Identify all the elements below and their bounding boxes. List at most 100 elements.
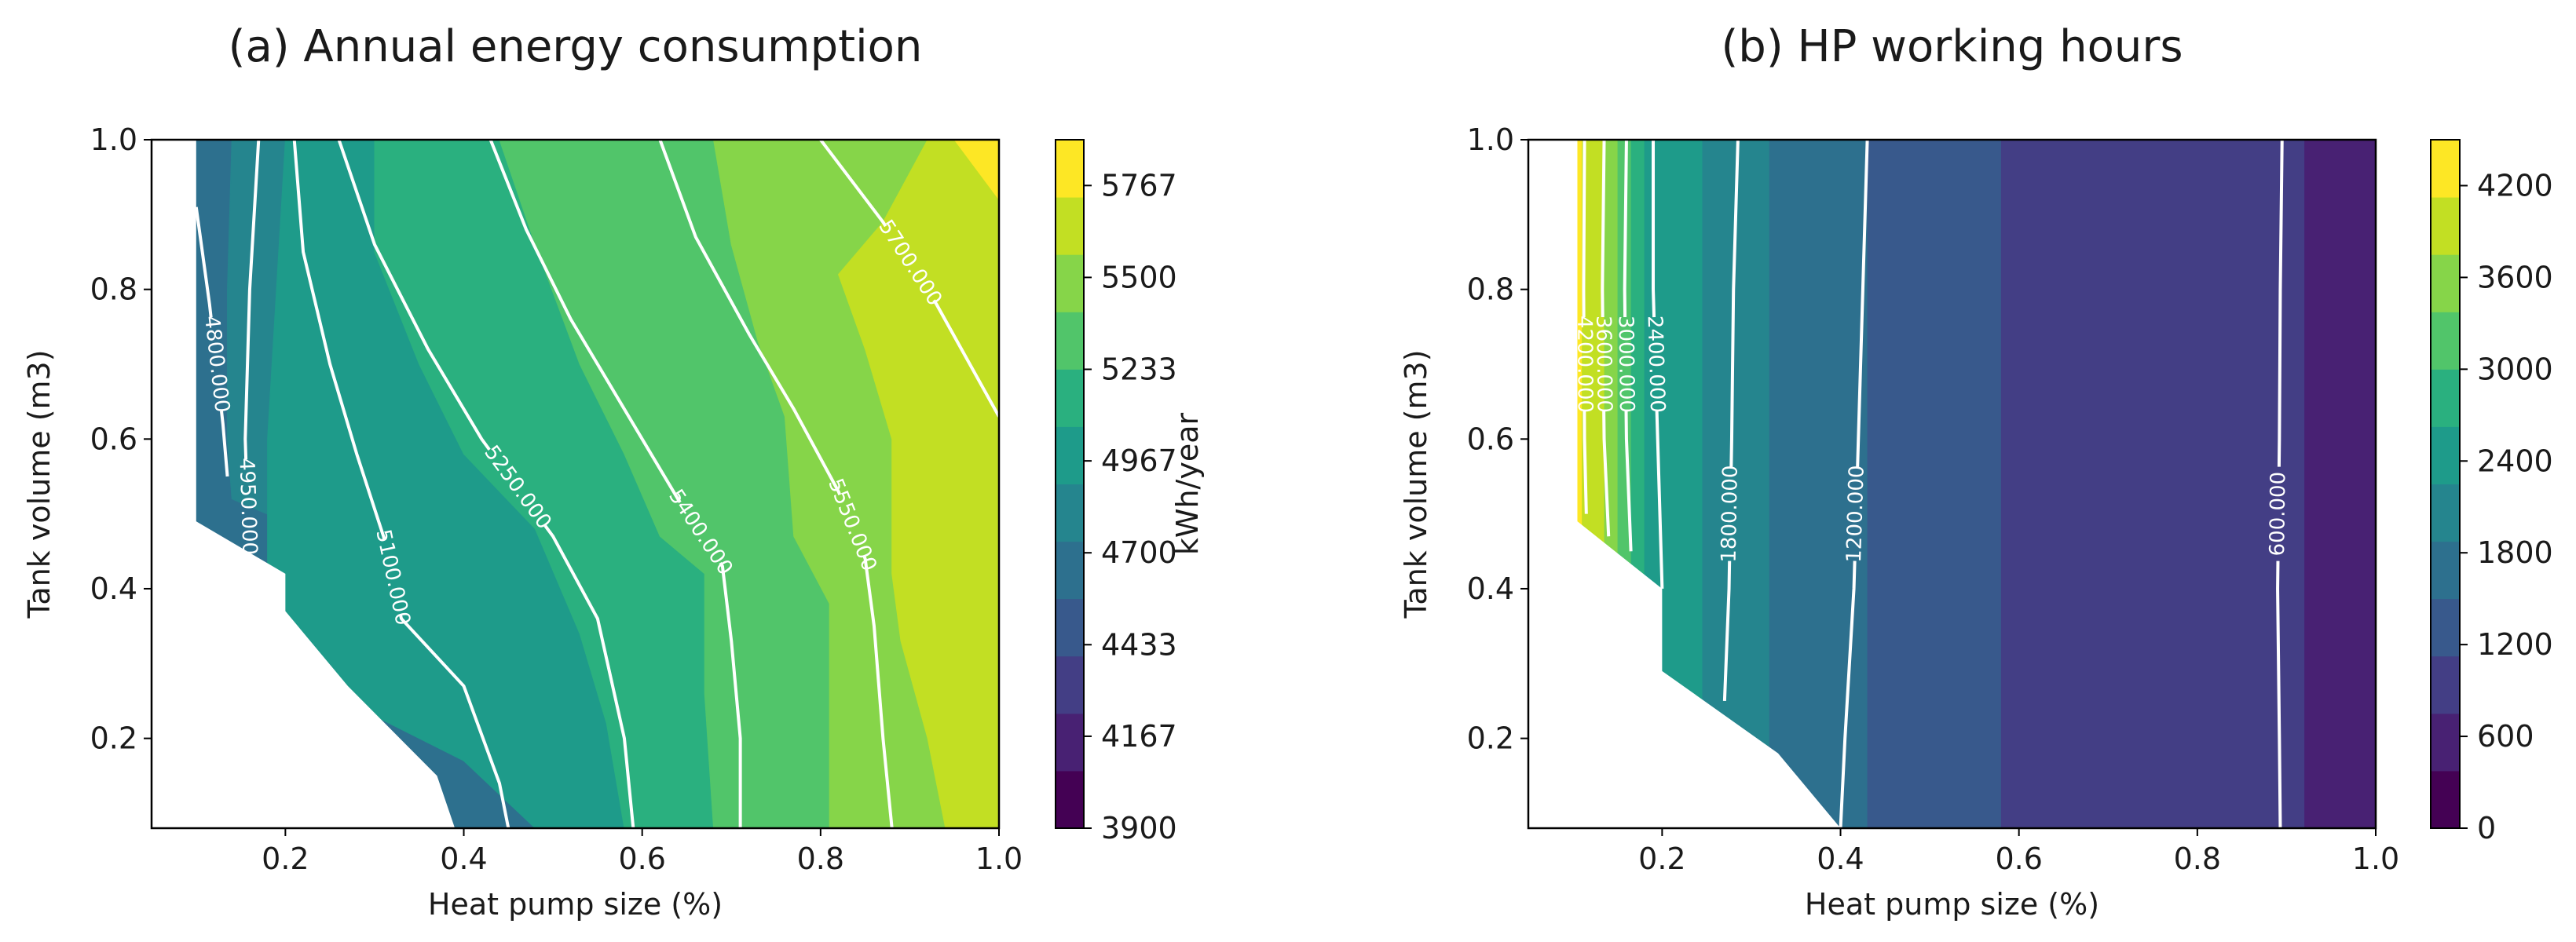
contour-label: 3000.000 (1614, 316, 1638, 413)
colorbar-tick-label: 3600 (2477, 260, 2553, 294)
contour-line (932, 299, 999, 418)
x-tick-label: 1.0 (2352, 842, 2399, 876)
colorbar-tick-label: 4200 (2477, 168, 2553, 203)
contour-label: 1200.000 (1842, 465, 1869, 563)
contour-line (292, 140, 386, 541)
colorbar-swatch (1056, 254, 1084, 312)
colorbar-tick-label: 1200 (2477, 627, 2553, 662)
contour-line (658, 140, 842, 496)
no-data-region (152, 140, 456, 828)
colorbar-frame (1055, 139, 1085, 829)
colorbar-swatch (2431, 770, 2460, 829)
contour-line (1602, 411, 1611, 537)
y-tick-label: 0.6 (90, 422, 137, 456)
x-tick-label: 0.6 (618, 842, 665, 876)
contour-line (247, 553, 305, 665)
colorbar-swatch (1056, 655, 1084, 714)
colorbar-swatch (1056, 140, 1084, 198)
contour-line (1583, 411, 1588, 514)
contour-line (1624, 411, 1633, 552)
contour-line (1582, 140, 1586, 317)
contour-line (1601, 140, 1606, 318)
contour-line (1722, 560, 1732, 702)
x-tick-label: 0.8 (2174, 842, 2221, 876)
x-axis-label: Heat pump size (%) (1805, 887, 2099, 922)
colorbar-swatch (2431, 713, 2460, 772)
contour-band (1867, 140, 2002, 828)
colorbar-swatch (1056, 598, 1084, 657)
y-tick-label: 0.8 (1467, 272, 1514, 307)
contour-line (220, 411, 229, 477)
x-tick-label: 0.4 (440, 842, 487, 876)
contour-label: 1800.000 (1718, 465, 1743, 563)
colorbar-swatch (2431, 254, 2460, 312)
contour-line (194, 206, 213, 318)
colorbar-swatch (1056, 312, 1084, 370)
colorbar-tick-label: 3000 (2477, 352, 2553, 386)
contour-line (2276, 560, 2282, 828)
contour-label: 600.000 (2266, 472, 2290, 557)
colorbar-tick-label: 4433 (1101, 627, 1177, 662)
y-tick-label: 1.0 (90, 122, 137, 157)
colorbar-tick-label: 5233 (1101, 352, 1177, 386)
colorbar-swatch (1056, 426, 1084, 484)
contour-band (2304, 140, 2376, 828)
colorbar-tick-label: 4700 (1101, 535, 1177, 570)
x-tick-label: 1.0 (975, 842, 1023, 876)
contour-label: 3600.000 (1591, 316, 1615, 413)
colorbar-swatch (2431, 197, 2460, 255)
x-tick-label: 0.2 (262, 842, 309, 876)
contour-line (1856, 140, 1869, 467)
contour-line (1623, 140, 1628, 318)
chart-title: (a) Annual energy consumption (229, 21, 923, 72)
y-tick-label: 0.2 (1467, 721, 1514, 756)
x-tick-label: 0.2 (1638, 842, 1685, 876)
colorbar-tick-label: 0 (2477, 811, 2496, 845)
colorbar-tick-label: 1800 (2477, 535, 2553, 570)
contour-band (1769, 140, 1868, 828)
x-tick-label: 0.4 (1817, 842, 1864, 876)
colorbar-tick-label: 5767 (1101, 168, 1177, 203)
contour-line (819, 140, 887, 228)
x-tick-label: 0.6 (1995, 842, 2042, 876)
contour-band (2000, 140, 2306, 828)
colorbar-swatch (2431, 655, 2460, 714)
no-data-region (1528, 140, 1841, 828)
y-axis-label: Tank volume (m3) (22, 349, 57, 619)
colorbar-swatch (2431, 369, 2460, 427)
contour-line (337, 140, 491, 451)
y-tick-label: 0.4 (90, 571, 137, 606)
colorbar-swatch (2431, 484, 2460, 542)
y-tick-label: 0.6 (1467, 422, 1514, 456)
contour-line (862, 554, 894, 828)
colorbar-tick-label: 4167 (1101, 719, 1177, 754)
colorbar-swatch (1056, 484, 1084, 542)
colorbar-swatch (2431, 312, 2460, 370)
contour-line (1652, 140, 1656, 318)
colorbar-swatch (1056, 541, 1084, 600)
colorbar-swatch (1056, 713, 1084, 772)
colorbar-swatch (2431, 140, 2460, 198)
colorbar-swatch (2431, 541, 2460, 600)
contour-line (1729, 140, 1740, 467)
colorbar-swatch (1056, 369, 1084, 427)
colorbar-swatch (1056, 770, 1084, 829)
colorbar-frame (2430, 139, 2461, 829)
colorbar-swatch (2431, 426, 2460, 484)
contour-label: 4200.000 (1572, 316, 1597, 413)
axes-frame (150, 138, 1001, 830)
y-axis-label: Tank volume (m3) (1399, 349, 1433, 619)
chart-title: (b) HP working hours (1721, 21, 2183, 72)
contour-line (398, 614, 510, 828)
contour-label: 4950.000 (235, 458, 262, 556)
colorbar-swatch (2431, 598, 2460, 657)
y-tick-label: 0.4 (1467, 571, 1514, 606)
colorbar-tick-label: 4967 (1101, 444, 1177, 478)
contour-line (1839, 560, 1857, 828)
contour-line (1655, 411, 1664, 590)
x-axis-label: Heat pump size (%) (428, 887, 723, 922)
